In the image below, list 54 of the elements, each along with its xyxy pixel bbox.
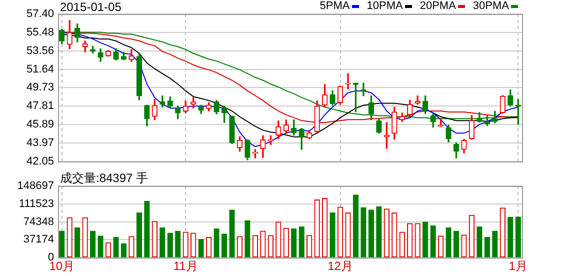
bar xyxy=(368,210,374,258)
bar xyxy=(214,228,220,258)
legend-label: 20PMA xyxy=(420,0,456,12)
bar xyxy=(360,207,366,258)
bar xyxy=(221,234,228,258)
bar xyxy=(291,228,297,258)
bar xyxy=(298,226,304,258)
bar xyxy=(430,225,436,258)
legend-label: 5PMA xyxy=(320,0,350,12)
x-tick-label: 11月 xyxy=(173,259,198,274)
legend-label: 30PMA xyxy=(472,0,509,12)
chart-title: 2015-01-05 xyxy=(60,0,122,14)
y-tick-label: 53.56 xyxy=(26,44,54,57)
bar xyxy=(59,230,65,258)
bar xyxy=(113,237,119,258)
y-tick-label: 42.05 xyxy=(26,155,54,168)
bar xyxy=(90,230,96,258)
bar xyxy=(515,216,521,258)
bar xyxy=(376,206,382,258)
y-tick-label: 47.81 xyxy=(26,100,54,112)
bar xyxy=(484,237,490,258)
bar xyxy=(74,227,80,258)
bar xyxy=(198,238,204,258)
chart-title: 成交量:84397 手 xyxy=(60,170,148,187)
y-tick-label: 51.64 xyxy=(26,63,54,76)
y-tick-label: 49.73 xyxy=(26,82,54,94)
y-tick-label: 55.48 xyxy=(26,26,54,38)
bar xyxy=(175,230,181,258)
bar xyxy=(144,200,150,258)
bar xyxy=(229,210,235,258)
y-tick-label: 111523 xyxy=(18,198,54,210)
bar xyxy=(160,227,166,258)
y-tick-label: 57.40 xyxy=(26,8,54,20)
bar xyxy=(352,194,359,258)
bar xyxy=(98,236,104,258)
bar xyxy=(508,216,514,258)
bar xyxy=(446,227,452,258)
bar xyxy=(422,222,428,258)
bar xyxy=(330,212,336,258)
bar xyxy=(492,230,498,258)
bar xyxy=(136,212,142,258)
bar xyxy=(120,243,127,258)
bar xyxy=(244,220,250,258)
bar xyxy=(476,226,482,258)
y-tick-label: 74348 xyxy=(23,216,54,228)
x-tick-label: 1月 xyxy=(508,259,528,274)
x-tick-label: 12月 xyxy=(328,259,353,274)
y-tick-label: 43.97 xyxy=(26,136,54,149)
y-tick-label: 45.89 xyxy=(26,118,54,131)
y-tick-label: 148697 xyxy=(17,180,54,192)
legend-label: 10PMA xyxy=(366,0,403,12)
bar xyxy=(453,230,460,258)
y-tick-label: 37174 xyxy=(23,234,54,246)
bar xyxy=(167,232,173,258)
